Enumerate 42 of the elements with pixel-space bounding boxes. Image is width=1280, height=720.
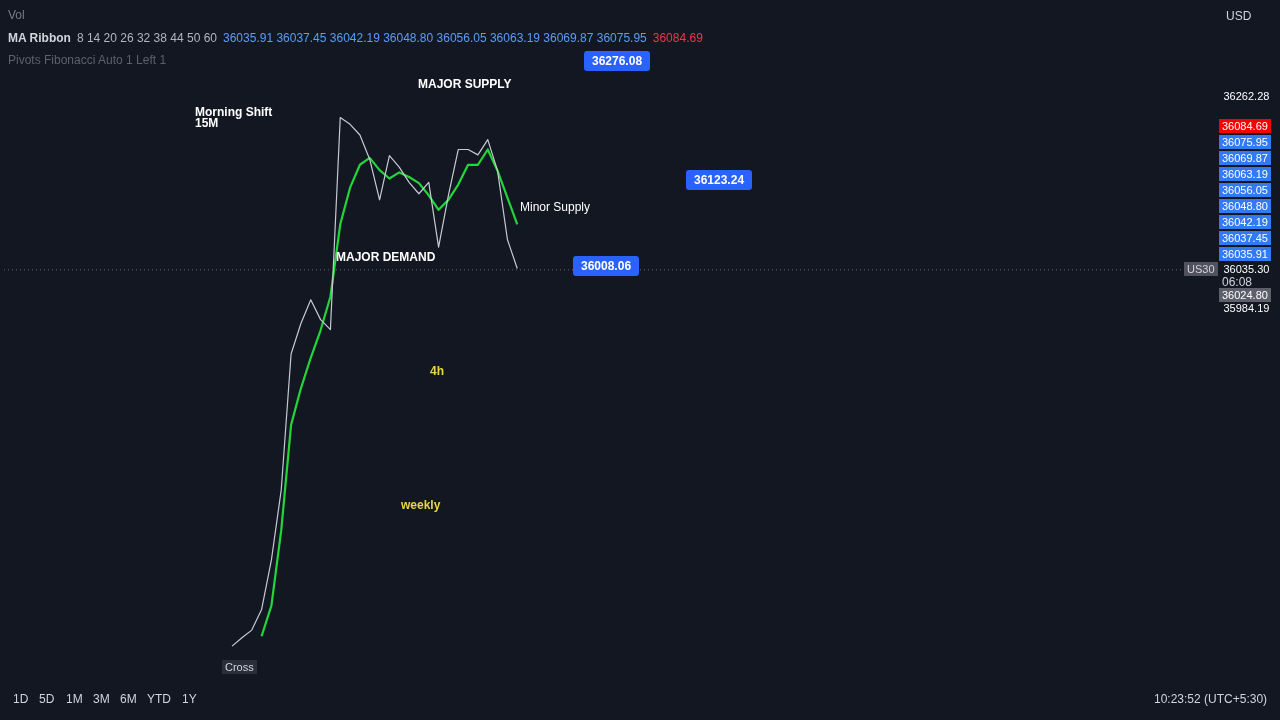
text: 6M: [120, 692, 137, 706]
y-tick-label: 36262.28: [1223, 90, 1270, 103]
text: 10:23:52 (UTC+5:30): [1154, 692, 1268, 706]
text: 1M: [66, 692, 83, 706]
text: 36084.69: [1219, 119, 1271, 133]
text: 36048.80: [1219, 199, 1271, 213]
annotation: Pivots Fibonacci Auto 1 Left 1: [8, 53, 167, 67]
text: 36056.05: [1219, 183, 1271, 197]
text: 36024.80: [1219, 288, 1271, 302]
annotation: MA Ribbon: [8, 31, 71, 45]
text: 06:08: [1222, 275, 1253, 289]
annotation: 36084.69: [652, 31, 703, 45]
text: 5D: [39, 692, 55, 706]
text: 1Y: [182, 692, 197, 706]
annotation: MAJOR DEMAND: [336, 250, 436, 264]
annotation: Morning Shift: [195, 105, 273, 119]
annotation: 36008.06: [573, 256, 640, 276]
text: 36042.19: [1219, 215, 1271, 229]
annotation: 36276.08: [584, 51, 651, 71]
text: 36037.45: [1219, 231, 1271, 245]
text: 36063.19: [1219, 167, 1271, 181]
line-series: [260, 148, 519, 638]
text: 36075.95: [1219, 135, 1271, 149]
text: 1D: [13, 692, 29, 706]
annotation: Minor Supply: [520, 200, 591, 214]
annotation: 15M: [195, 116, 219, 130]
text: YTD: [147, 692, 171, 706]
annotation: 36035.91 36037.45 36042.19 36048.80 36056.05 36063.19 36069.87 36075.95: [223, 31, 647, 45]
text: 36069.87: [1219, 151, 1271, 165]
y-tick-label: 36035.30: [1223, 263, 1270, 276]
text: 3M: [93, 692, 110, 706]
annotation: Vol: [8, 8, 25, 22]
annotation: 4h: [430, 364, 445, 378]
annotation: weekly: [401, 498, 441, 512]
text: Cross: [222, 660, 257, 674]
annotation: 36123.24: [686, 170, 753, 190]
annotation: MAJOR SUPPLY: [418, 77, 512, 91]
y-tick-label: 35984.19: [1223, 302, 1270, 315]
text: US30: [1184, 262, 1218, 276]
annotation: 8 14 20 26 32 38 44 50 60: [76, 31, 218, 45]
text: 36035.91: [1219, 247, 1271, 261]
text: USD: [1226, 9, 1252, 23]
